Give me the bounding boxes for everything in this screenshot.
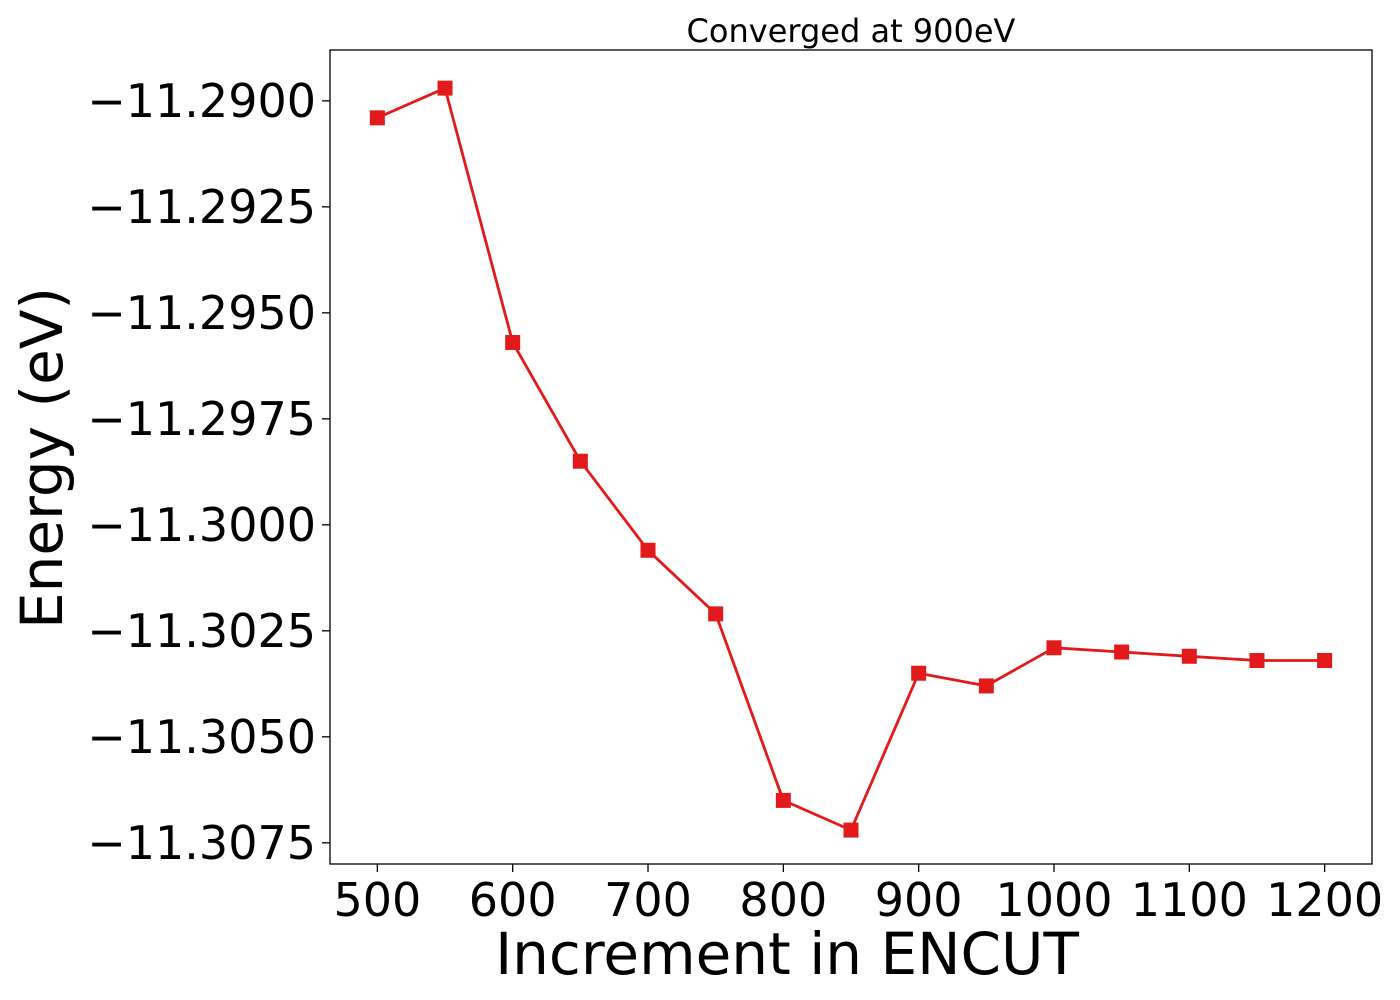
data-point: [369, 110, 385, 126]
data-point: [640, 542, 656, 558]
y-tick-label: −11.3050: [87, 710, 316, 764]
y-axis: −11.2900 −11.2925 −11.2950 −11.2975 −11.3000…: [87, 74, 330, 870]
x-axis: 500 600 700 800 900 1000 1100 1200: [333, 864, 1383, 927]
data-point: [1046, 640, 1062, 656]
y-tick-label: −11.2925: [87, 180, 316, 234]
data-point: [775, 792, 791, 808]
data-point: [911, 665, 927, 681]
x-tick-label: 500: [333, 873, 421, 927]
x-tick-label: 900: [875, 873, 963, 927]
data-point: [708, 606, 724, 622]
data-point: [1317, 653, 1333, 668]
y-tick-label: −11.2950: [87, 286, 316, 340]
data-point: [1181, 648, 1197, 664]
data-point: [1114, 644, 1130, 660]
data-point: [505, 335, 521, 351]
chart-title: Converged at 900eV: [687, 12, 1016, 50]
x-tick-label: 1100: [1131, 873, 1248, 927]
x-tick-label: 600: [469, 873, 557, 927]
x-axis-label: Increment in ENCUT: [495, 920, 1079, 988]
x-tick-label: 1000: [995, 873, 1112, 927]
x-tick-label: 700: [604, 873, 692, 927]
plot-frame: [329, 49, 1373, 865]
y-tick-label: −11.2900: [87, 74, 316, 128]
data-point: [572, 453, 588, 469]
x-tick-label: 800: [739, 873, 827, 927]
y-axis-label: Energy (eV): [8, 287, 76, 629]
y-tick-label: −11.3025: [87, 604, 316, 658]
y-tick-label: −11.3075: [87, 816, 316, 870]
series-line: [376, 86, 1325, 832]
y-tick-label: −11.2975: [87, 392, 316, 446]
data-point: [843, 822, 859, 838]
data-point: [1249, 653, 1265, 668]
data-point: [437, 80, 453, 96]
data-point: [978, 678, 994, 694]
series-layer: [369, 80, 1333, 838]
y-tick-label: −11.3000: [87, 498, 316, 552]
x-tick-label: 1200: [1266, 873, 1383, 927]
